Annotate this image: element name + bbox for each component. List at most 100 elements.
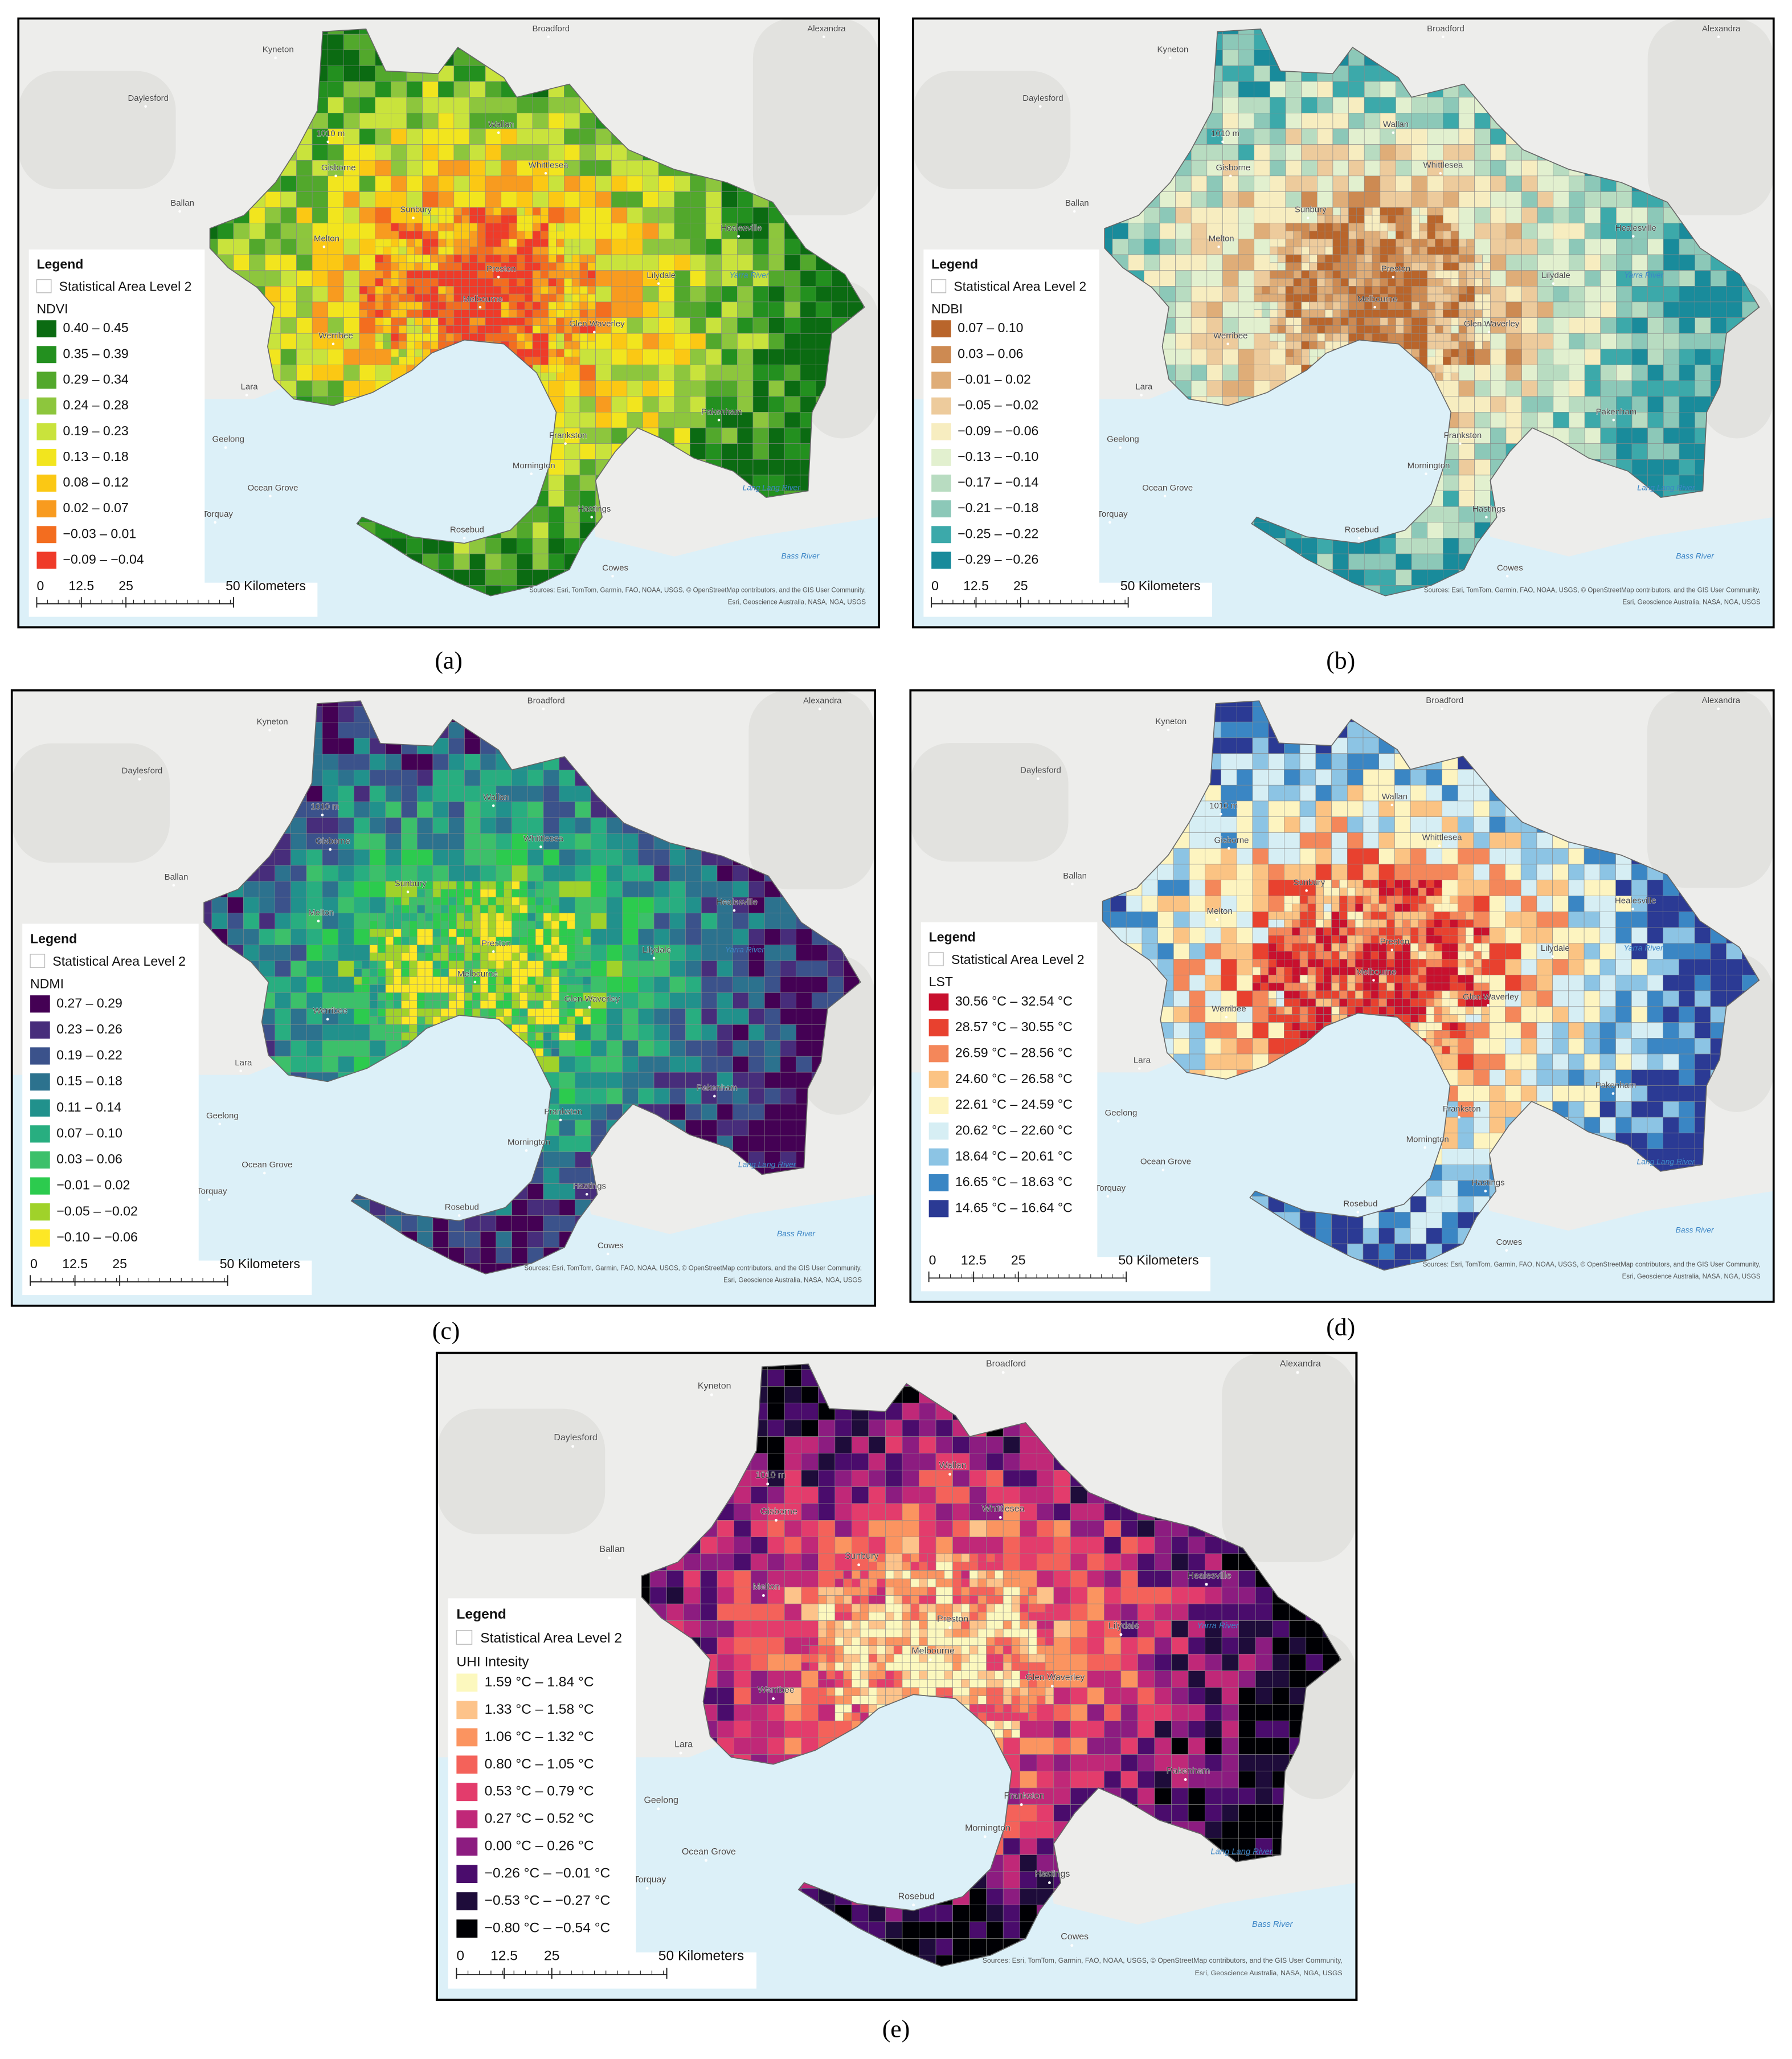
sa2-area	[548, 333, 557, 342]
sa2-area	[1537, 160, 1554, 177]
sa2-area	[306, 865, 323, 882]
sa2-area	[1490, 427, 1507, 444]
sa2-area	[343, 50, 360, 66]
sa2-area	[532, 317, 541, 326]
sa2-area	[1600, 349, 1617, 365]
sa2-area	[768, 443, 785, 460]
sa2-area	[1301, 333, 1310, 342]
sa2-area	[369, 801, 386, 818]
sa2-area	[1600, 286, 1617, 303]
sa2-area	[383, 317, 391, 326]
sa2-area	[737, 380, 754, 397]
sa2-area	[322, 722, 338, 738]
sa2-area	[733, 881, 749, 898]
sa2-area	[430, 223, 439, 231]
place-name: Ocean Grove	[1142, 483, 1193, 493]
sa2-area	[448, 785, 465, 802]
sa2-area	[1411, 538, 1428, 554]
sa2-area	[1600, 317, 1617, 334]
sa2-area	[354, 754, 370, 770]
sa2-area	[705, 191, 722, 208]
sea	[913, 328, 1774, 628]
sa2-area	[1372, 239, 1381, 247]
sa2-area	[509, 254, 517, 263]
sa2-area	[414, 333, 423, 342]
sa2-area	[1490, 239, 1507, 255]
map-frame	[17, 17, 880, 628]
sa2-area	[643, 317, 659, 334]
sa2-area	[579, 160, 596, 177]
sa2-area	[627, 333, 643, 350]
sa2-area	[1411, 215, 1420, 224]
sa2-area	[1222, 207, 1239, 224]
sa2-area	[469, 144, 486, 161]
sa2-area	[1262, 293, 1270, 303]
sa2-area	[524, 254, 533, 263]
sa2-area	[595, 270, 612, 287]
sa2-area	[1427, 97, 1443, 113]
place-dot	[1163, 495, 1167, 498]
sa2-area	[643, 254, 659, 271]
water-name: Yarra River	[1624, 271, 1664, 280]
sa2-area	[1404, 215, 1412, 224]
sa2-area	[445, 333, 455, 342]
place-dot	[1612, 418, 1615, 422]
sa2-area	[1301, 357, 1310, 365]
sa2-area	[1332, 317, 1341, 326]
sa2-area	[1647, 207, 1664, 224]
sa2-area	[385, 849, 402, 866]
sa2-area	[579, 191, 596, 208]
sa2-area	[1450, 293, 1459, 303]
sa2-area	[1679, 427, 1695, 444]
sa2-area	[480, 817, 497, 834]
place-name: Lilydale	[647, 271, 676, 280]
sa2-area	[1435, 349, 1443, 357]
sa2-area	[564, 475, 580, 491]
sa2-area	[1631, 427, 1648, 444]
sa2-area	[590, 801, 607, 818]
sa2-area	[1584, 427, 1601, 444]
sa2-area	[1270, 246, 1278, 255]
sa2-area	[690, 333, 706, 350]
sa2-area	[556, 270, 564, 279]
sa2-area	[1332, 175, 1349, 192]
sa2-area	[556, 317, 564, 326]
place-dot	[478, 305, 482, 309]
sa2-area	[548, 207, 564, 224]
sa2-area	[1443, 262, 1451, 271]
sa2-area	[1293, 231, 1302, 239]
place-name: Lilydale	[1541, 271, 1570, 280]
sa2-area	[556, 246, 564, 255]
sa2-area	[437, 160, 455, 177]
sa2-area	[249, 223, 265, 239]
place-name: Geelong	[212, 435, 244, 444]
sa2-area	[1254, 97, 1270, 113]
sa2-area	[622, 833, 639, 850]
sa2-area	[674, 254, 690, 271]
sa2-area	[477, 278, 486, 287]
sa2-area	[1285, 254, 1294, 263]
sa2-area	[401, 881, 418, 898]
sa2-area	[721, 365, 738, 381]
sa2-area	[1411, 254, 1420, 263]
sa2-area	[456, 889, 465, 898]
sa2-area	[312, 301, 329, 318]
sa2-area	[501, 239, 509, 247]
sa2-area	[430, 254, 439, 263]
sa2-area	[512, 833, 528, 850]
place-name: 1010 m	[1211, 129, 1239, 138]
sa2-area	[575, 833, 591, 850]
sa2-area	[461, 223, 470, 231]
sa2-area	[532, 301, 541, 311]
sa2-area	[398, 293, 407, 303]
legend-label: −0.05 – −0.02	[958, 398, 1038, 412]
sa2-area	[595, 207, 612, 224]
sa2-area	[575, 817, 591, 834]
sa2-area	[784, 380, 801, 397]
sa2-area	[359, 175, 375, 192]
sa2-area	[556, 231, 564, 239]
place-name: Torquay	[203, 509, 234, 519]
sa2-area	[391, 317, 399, 326]
sa2-area	[1396, 113, 1412, 129]
sa2-area	[1388, 239, 1396, 247]
